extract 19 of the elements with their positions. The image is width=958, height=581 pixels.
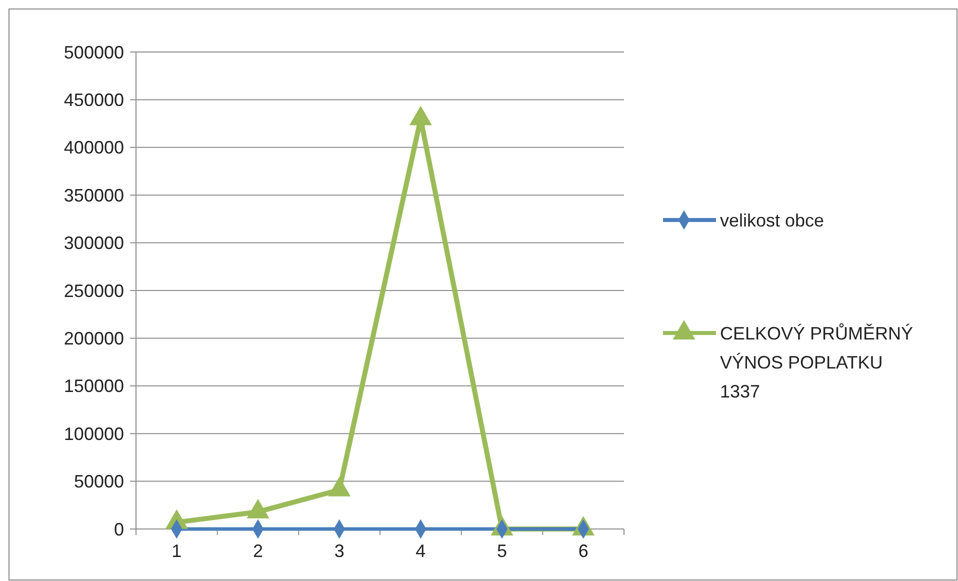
x-tick-label: 4 bbox=[416, 541, 426, 561]
y-tick-label: 350000 bbox=[64, 185, 124, 206]
x-tick-label: 3 bbox=[334, 541, 344, 561]
x-tick-label: 1 bbox=[172, 541, 182, 561]
y-tick-label: 100000 bbox=[64, 424, 124, 444]
y-tick-label: 200000 bbox=[64, 328, 124, 348]
legend-label: velikost obce bbox=[720, 210, 824, 230]
y-tick-label: 500000 bbox=[64, 42, 124, 62]
x-tick-label: 2 bbox=[252, 541, 264, 561]
y-tick-label: 400000 bbox=[64, 138, 124, 158]
x-tick-label: 5 bbox=[496, 541, 508, 561]
y-tick-label: 250000 bbox=[64, 280, 124, 301]
y-tick-label: 300000 bbox=[64, 233, 124, 254]
legend-label: CELKOVÝ PRŮMĚRNÝ VÝNOS POPLATKU 1337 bbox=[720, 322, 914, 402]
y-tick-label: 450000 bbox=[64, 90, 124, 110]
y-tick-label: 150000 bbox=[64, 376, 124, 396]
y-tick-label: 50000 bbox=[74, 472, 124, 492]
y-tick-label: 0 bbox=[114, 519, 124, 540]
x-tick-label: 6 bbox=[578, 541, 588, 561]
